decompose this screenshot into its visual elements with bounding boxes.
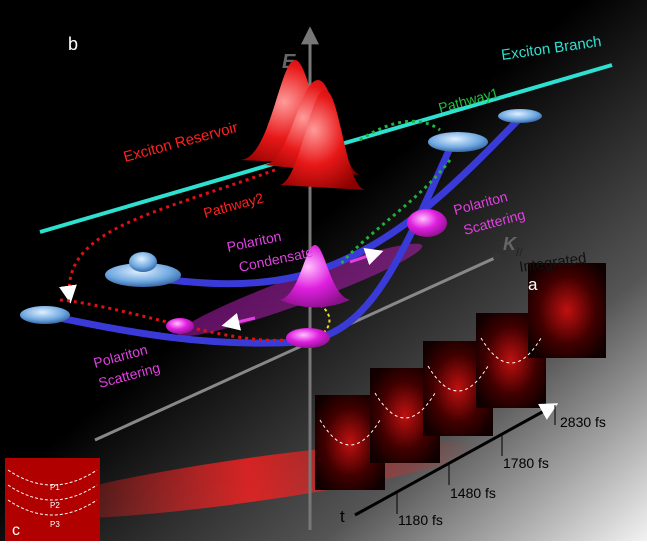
time-label: t xyxy=(340,507,345,526)
panel-label: a xyxy=(528,275,538,294)
momentum-subscript: // xyxy=(516,245,523,259)
wavepacket xyxy=(428,132,488,152)
panel-label: b xyxy=(68,34,78,54)
time-tick-label: 1180 fs xyxy=(398,512,443,528)
condensate-ground xyxy=(286,328,330,348)
panel-label: c xyxy=(12,522,20,539)
figure: E K // Exciton Branch b Exciton Reservoi… xyxy=(0,0,647,541)
frame xyxy=(528,263,606,358)
scattering-blob xyxy=(407,209,447,237)
inset-label: P1 xyxy=(50,483,60,492)
axis-end xyxy=(493,253,501,261)
scattering-blob xyxy=(166,318,194,334)
inset: P1 P2 P3 c xyxy=(5,458,100,541)
time-tick-label: 1780 fs xyxy=(503,455,549,471)
inset-label: P3 xyxy=(50,520,60,529)
wavepacket xyxy=(129,252,157,272)
wavepacket xyxy=(498,109,542,123)
inset-label: P2 xyxy=(50,501,60,510)
wavepacket xyxy=(20,306,70,324)
time-tick-label: 2830 fs xyxy=(560,414,606,430)
time-tick-label: 1480 fs xyxy=(450,485,496,501)
